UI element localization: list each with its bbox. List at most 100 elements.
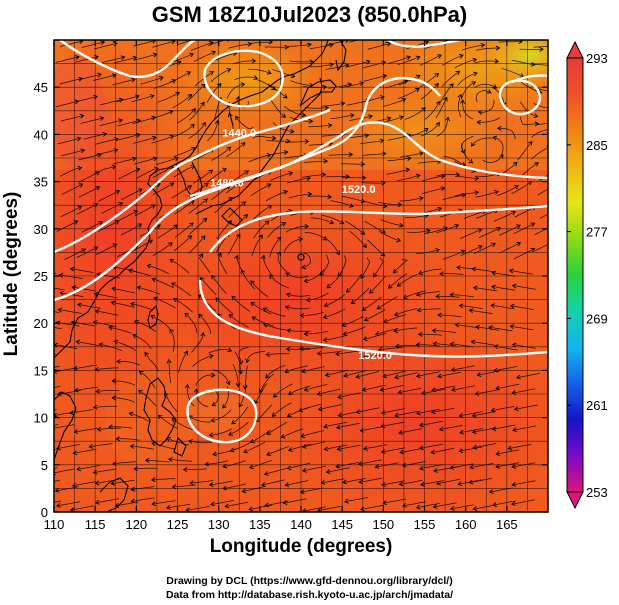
streamline-arrow [415, 74, 421, 80]
streamline-arrow [158, 76, 164, 81]
streamline [150, 315, 171, 330]
streamline-arrow [460, 249, 466, 255]
streamline-arrow [309, 59, 314, 65]
x-tick-label: 145 [331, 517, 353, 532]
x-tick-label: 165 [496, 517, 518, 532]
streamline-arrow [266, 430, 272, 435]
streamline [131, 95, 155, 103]
streamline-arrow [56, 391, 62, 397]
colorbar-label: 277 [586, 225, 608, 240]
streamline-arrow [494, 190, 499, 195]
streamline-arrow [417, 270, 423, 275]
streamline [139, 371, 156, 389]
streamline [431, 447, 455, 453]
streamline-arrow [149, 94, 155, 99]
streamline [153, 297, 176, 309]
streamline-arrow [345, 40, 350, 44]
streamline-arrow [374, 331, 380, 336]
streamline-arrow [458, 412, 464, 418]
streamline-arrow [449, 83, 454, 88]
streamline-arrow [488, 325, 493, 331]
streamline-arrow [265, 351, 271, 357]
streamline-arrow [322, 314, 328, 320]
streamline-arrow [286, 328, 292, 334]
streamline [367, 43, 391, 50]
streamline [461, 136, 474, 154]
streamline [249, 504, 273, 510]
height-contour [209, 204, 548, 253]
asia-coastline [54, 40, 329, 359]
streamline [381, 421, 405, 427]
streamline-arrow [169, 182, 175, 187]
streamline-arrow [211, 401, 217, 407]
streamline [184, 313, 198, 333]
streamline [172, 94, 192, 109]
sakhalin-coastline [335, 40, 347, 72]
streamline [451, 385, 475, 391]
streamline-arrow [262, 307, 268, 312]
streamline [472, 268, 496, 273]
streamline [205, 460, 229, 465]
streamline [145, 459, 170, 463]
streamline-arrow [418, 196, 424, 201]
streamline [512, 388, 536, 394]
streamline [209, 480, 233, 486]
colorbar-min-arrow [566, 491, 584, 510]
streamline [56, 501, 80, 507]
streamline-arrow [81, 248, 87, 253]
streamline [397, 88, 420, 99]
streamline [59, 40, 83, 47]
streamline [151, 135, 174, 144]
streamline [343, 326, 366, 335]
streamline [493, 211, 516, 222]
streamline-arrow [552, 224, 556, 228]
x-tick-label: 120 [125, 517, 147, 532]
streamline-arrow [555, 120, 559, 124]
streamline-arrow [301, 368, 306, 374]
streamline-arrow [208, 482, 214, 488]
streamline [210, 500, 235, 505]
streamline-arrow [265, 373, 270, 379]
streamline-arrow [336, 446, 342, 452]
streamline-arrow [264, 220, 270, 225]
streamline [232, 60, 256, 65]
streamline [95, 138, 119, 145]
streamline-arrow [449, 341, 455, 347]
streamline [285, 306, 309, 310]
streamline-arrow [198, 253, 204, 258]
streamline-arrow [512, 161, 518, 167]
streamline-arrow [474, 190, 480, 196]
streamline-arrow [376, 305, 382, 310]
streamline [54, 411, 77, 417]
streamline-arrow [419, 465, 424, 471]
streamline [533, 45, 548, 48]
streamline-arrow [235, 115, 240, 121]
streamline [380, 219, 404, 227]
streamline-arrow [495, 45, 501, 51]
streamline [421, 175, 445, 182]
streamline [99, 98, 123, 106]
streamline [290, 80, 314, 86]
streamline [95, 498, 119, 504]
streamline-arrow [308, 118, 314, 124]
streamline [364, 309, 386, 321]
streamline-arrow [202, 217, 208, 223]
streamline-arrow [79, 113, 85, 119]
streamline-arrow [494, 58, 500, 64]
streamline [381, 447, 405, 453]
streamline-arrow [493, 344, 499, 350]
streamline [317, 388, 341, 395]
streamline-arrow [74, 55, 80, 60]
streamline [356, 371, 380, 378]
streamline [95, 243, 117, 256]
streamline-arrow [335, 351, 340, 357]
streamline [512, 285, 536, 290]
streamline [492, 136, 504, 156]
streamline-arrow [243, 213, 249, 219]
streamline [302, 252, 311, 269]
streamline-arrow [394, 374, 399, 380]
streamline [272, 69, 295, 77]
streamline-arrow [344, 63, 350, 69]
streamline [513, 248, 535, 260]
streamline [128, 269, 152, 277]
